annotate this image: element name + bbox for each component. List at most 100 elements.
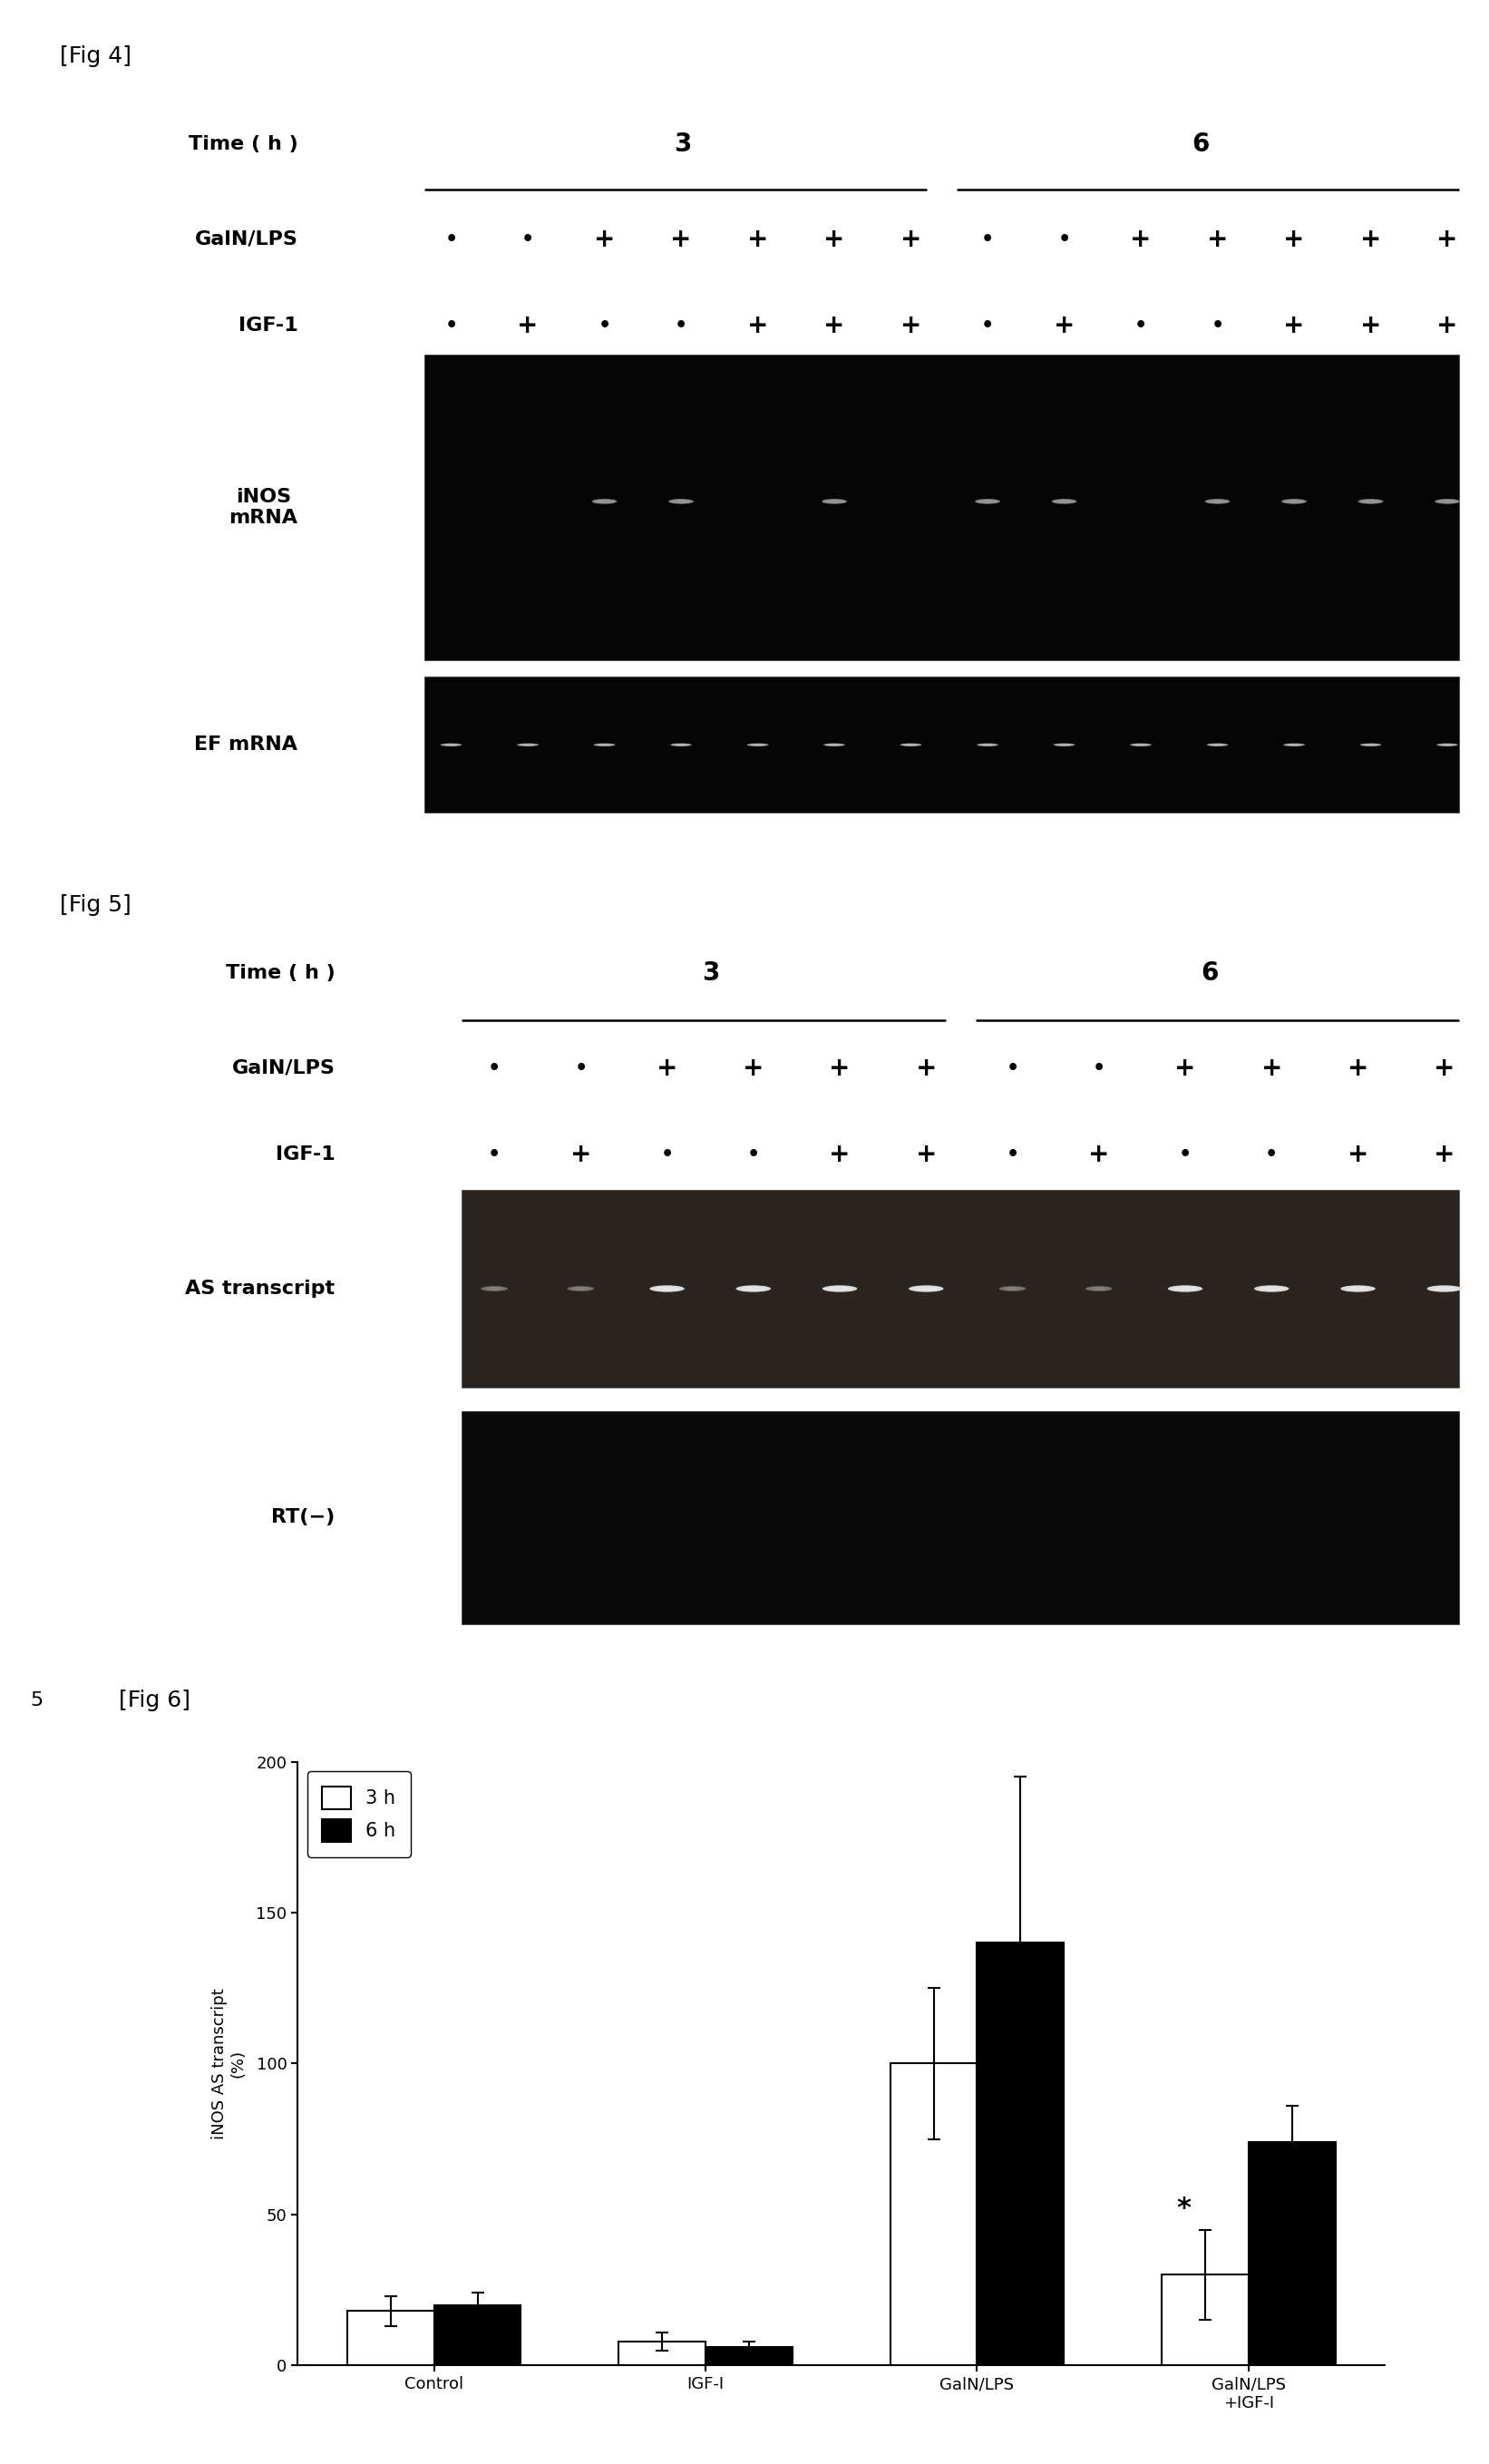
Ellipse shape (1266, 1286, 1278, 1291)
Text: [Fig 5]: [Fig 5] (60, 894, 131, 917)
Text: •: • (575, 1060, 587, 1077)
Ellipse shape (1352, 1286, 1364, 1291)
Ellipse shape (742, 1286, 765, 1291)
Text: •: • (981, 229, 995, 249)
Ellipse shape (1179, 1286, 1193, 1291)
Text: +: + (1437, 313, 1458, 338)
Ellipse shape (1358, 498, 1383, 505)
Text: •: • (445, 318, 457, 335)
Ellipse shape (655, 1286, 679, 1291)
Bar (1248, 2141, 1336, 2365)
Text: +: + (1437, 227, 1458, 251)
Ellipse shape (736, 1286, 771, 1291)
Ellipse shape (1435, 498, 1459, 505)
Ellipse shape (1085, 1286, 1112, 1291)
Text: +: + (1348, 1141, 1368, 1168)
Ellipse shape (1205, 498, 1230, 505)
Text: •: • (445, 229, 457, 249)
Bar (890, 2065, 977, 2365)
Text: •: • (1093, 1060, 1105, 1077)
Ellipse shape (822, 498, 847, 505)
Text: *: * (1176, 2195, 1191, 2223)
Ellipse shape (596, 500, 613, 503)
Ellipse shape (978, 500, 998, 503)
Text: 3: 3 (703, 961, 719, 986)
Text: 5: 5 (30, 1690, 43, 1710)
Text: +: + (916, 1141, 937, 1168)
Text: •: • (521, 229, 535, 249)
Text: [Fig 6]: [Fig 6] (119, 1690, 191, 1710)
Ellipse shape (661, 1286, 675, 1291)
Text: •: • (1007, 1060, 1018, 1077)
Text: •: • (1179, 1146, 1191, 1163)
Ellipse shape (1167, 1286, 1203, 1291)
Ellipse shape (919, 1286, 932, 1291)
Text: +: + (1359, 313, 1382, 338)
Text: +: + (1261, 1055, 1282, 1082)
Text: iNOS
mRNA: iNOS mRNA (229, 488, 298, 527)
Ellipse shape (1051, 498, 1077, 505)
Text: +: + (747, 227, 768, 251)
Ellipse shape (593, 498, 616, 505)
Ellipse shape (1004, 1286, 1021, 1291)
Text: +: + (1130, 227, 1151, 251)
Legend: 3 h, 6 h: 3 h, 6 h (307, 1772, 411, 1858)
Ellipse shape (1285, 500, 1303, 503)
Text: GalN/LPS: GalN/LPS (232, 1060, 335, 1077)
Text: 6: 6 (1191, 131, 1209, 158)
Ellipse shape (669, 498, 694, 505)
Text: +: + (823, 313, 844, 338)
Text: +: + (823, 227, 844, 251)
Ellipse shape (1284, 744, 1304, 747)
Text: •: • (981, 318, 995, 335)
Ellipse shape (914, 1286, 938, 1291)
Ellipse shape (517, 744, 539, 747)
Ellipse shape (1254, 1286, 1289, 1291)
Ellipse shape (1054, 500, 1074, 503)
Text: +: + (743, 1055, 764, 1082)
Ellipse shape (572, 1286, 590, 1291)
Bar (706, 2348, 792, 2365)
Ellipse shape (1282, 498, 1306, 505)
Text: +: + (901, 313, 922, 338)
Text: +: + (916, 1055, 937, 1082)
Ellipse shape (1090, 1286, 1108, 1291)
Bar (977, 1942, 1065, 2365)
Text: +: + (1434, 1141, 1455, 1168)
Bar (424, 355, 1459, 660)
Ellipse shape (828, 1286, 852, 1291)
Bar (424, 678, 1459, 813)
Ellipse shape (1438, 1286, 1450, 1291)
Text: +: + (901, 227, 922, 251)
Ellipse shape (975, 498, 1001, 505)
Ellipse shape (747, 744, 768, 747)
Ellipse shape (1438, 500, 1456, 503)
Bar (462, 1412, 1459, 1624)
Text: +: + (1088, 1141, 1109, 1168)
Bar (1161, 2274, 1248, 2365)
Text: +: + (670, 227, 692, 251)
Ellipse shape (822, 1286, 858, 1291)
Text: +: + (1434, 1055, 1455, 1082)
Text: •: • (599, 318, 610, 335)
Ellipse shape (481, 1286, 508, 1291)
Bar (618, 2341, 706, 2365)
Text: +: + (1284, 227, 1304, 251)
Ellipse shape (1130, 744, 1151, 747)
Ellipse shape (672, 500, 691, 503)
Text: +: + (1054, 313, 1075, 338)
Y-axis label: iNOS AS transcript
(%): iNOS AS transcript (%) (211, 1988, 246, 2139)
Bar (347, 2311, 435, 2365)
Ellipse shape (1340, 1286, 1376, 1291)
Text: •: • (661, 1146, 673, 1163)
Ellipse shape (834, 1286, 846, 1291)
Ellipse shape (1260, 1286, 1284, 1291)
Ellipse shape (485, 1286, 503, 1291)
Text: GalN/LPS: GalN/LPS (195, 229, 298, 249)
Text: IGF-1: IGF-1 (238, 318, 298, 335)
Ellipse shape (649, 1286, 685, 1291)
Ellipse shape (1426, 1286, 1462, 1291)
Text: +: + (1348, 1055, 1368, 1082)
Ellipse shape (1173, 1286, 1197, 1291)
Text: +: + (594, 227, 615, 251)
